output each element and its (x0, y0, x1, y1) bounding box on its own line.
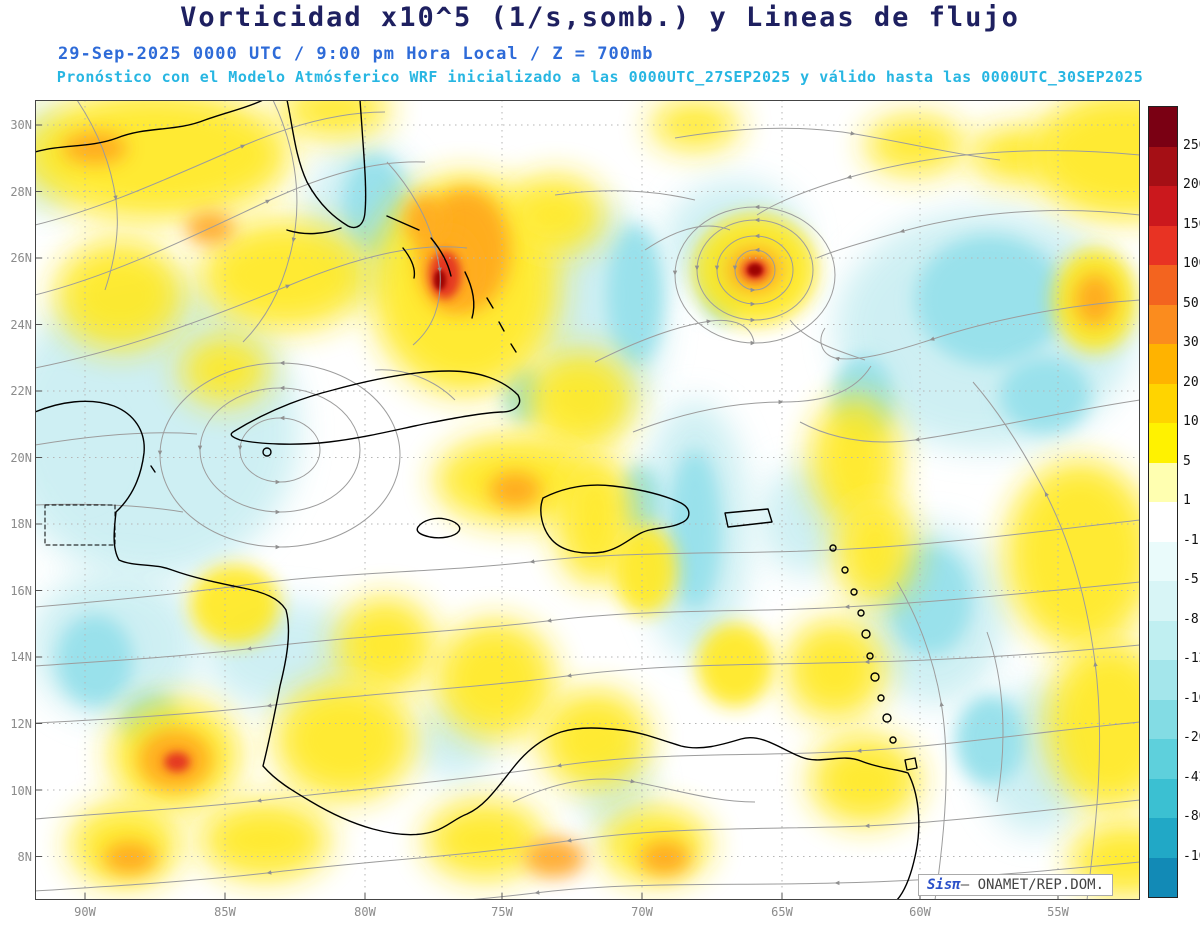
lon-label: 80W (354, 905, 376, 919)
caribbean-gyre-streamlines (157, 360, 401, 550)
colorbar-segment (1149, 502, 1177, 542)
lat-label: 26N (10, 251, 32, 265)
lon-label: 60W (909, 905, 931, 919)
colorbar-segment (1149, 186, 1177, 226)
colorbar-label: 1 (1183, 493, 1191, 508)
cozumel (150, 465, 156, 473)
attribution-box: Sisπ– ONAMET/REP.DOM. (918, 874, 1114, 896)
colorbar-segment (1149, 344, 1177, 384)
subtitle-datetime: 29-Sep-2025 0000 UTC / 9:00 pm Hora Loca… (58, 44, 654, 64)
colorbar-segment (1149, 620, 1177, 660)
colorbar-label: 150 (1183, 216, 1200, 232)
colorbar-segment (1149, 462, 1177, 502)
lon-label: 75W (491, 905, 513, 919)
florida-keys (286, 227, 342, 235)
yucatan-central-america-south-america (34, 400, 920, 901)
colorbar-label: 10 (1183, 414, 1199, 429)
colorbar-label: 250 (1183, 137, 1200, 153)
lat-label: 28N (10, 185, 32, 199)
colorbar-label: -80 (1183, 809, 1200, 824)
lon-label: 55W (1047, 905, 1069, 919)
lon-label: 65W (771, 905, 793, 919)
gulf-coast (34, 99, 264, 153)
hurricane-streamlines (644, 204, 866, 361)
colorbar-segment (1149, 541, 1177, 581)
colorbar-segment (1149, 857, 1177, 897)
lat-label: 14N (10, 650, 32, 664)
map-frame (35, 100, 1140, 900)
colorbar-label: 100 (1183, 256, 1200, 271)
lon-label: 70W (631, 905, 653, 919)
colorbar-label: -26 (1183, 730, 1200, 745)
jamaica (416, 517, 461, 539)
colorbar-segment (1149, 660, 1177, 700)
cuba (230, 370, 521, 445)
colorbar-label: -12 (1183, 651, 1200, 666)
florida (286, 99, 367, 229)
attribution-brand: Sisπ (927, 877, 961, 893)
colorbar-label: 200 (1183, 177, 1200, 192)
lesser-antilles (829, 544, 897, 744)
subtitle-model: Pronóstico con el Modelo Atmósferico WRF… (56, 68, 1144, 86)
colorbar-label: -42 (1183, 769, 1200, 785)
lat-label: 20N (10, 451, 32, 465)
isle-of-youth (262, 447, 272, 457)
colorbar-label: -5 (1183, 572, 1199, 587)
colorbar-segment (1149, 423, 1177, 463)
bahamas (386, 215, 517, 353)
colorbar-label: 20 (1183, 374, 1199, 390)
lon-label: 85W (214, 905, 236, 919)
streamlines-layer (34, 99, 1141, 927)
axis-ticks (35, 124, 1059, 900)
lon-label: 90W (74, 905, 96, 919)
lat-label: 22N (10, 384, 32, 398)
colorbar-segment (1149, 265, 1177, 305)
colorbar-segment (1149, 304, 1177, 344)
lat-label: 30N (10, 118, 32, 132)
trinidad (904, 757, 918, 771)
vorticity-map-svg (0, 82, 1200, 927)
colorbar-label: 30 (1183, 335, 1199, 350)
colorbar-segment (1149, 818, 1177, 858)
colorbar (1148, 106, 1178, 898)
colorbar-segment (1149, 107, 1177, 147)
attribution-text: – ONAMET/REP.DOM. (960, 877, 1105, 893)
colorbar-label: -160 (1183, 848, 1200, 864)
lat-label: 18N (10, 517, 32, 531)
colorbar-segment (1149, 699, 1177, 739)
colorbar-label: 50 (1183, 295, 1199, 311)
colorbar-segment (1149, 383, 1177, 423)
lat-label: 10N (10, 784, 32, 798)
colorbar-segment (1149, 739, 1177, 779)
coastlines-layer (34, 99, 920, 901)
colorbar-segment (1149, 778, 1177, 818)
lat-label: 16N (10, 584, 32, 598)
colorbar-label: 5 (1183, 453, 1191, 469)
page-title: Vorticidad x10^5 (1/s,somb.) y Lineas de… (180, 2, 1020, 33)
puerto-rico (724, 508, 773, 528)
lat-label: 12N (10, 717, 32, 731)
colorbar-label: -1 (1183, 532, 1199, 548)
colorbar-segment (1149, 581, 1177, 621)
colorbar-segment (1149, 225, 1177, 265)
colorbar-segment (1149, 146, 1177, 186)
colorbar-label: -8 (1183, 611, 1199, 627)
border-guatemala (44, 504, 116, 546)
hispaniola (540, 484, 690, 554)
lat-label: 24N (10, 318, 32, 332)
lat-label: 8N (17, 850, 32, 864)
colorbar-label: -16 (1183, 690, 1200, 706)
map-canvas (0, 82, 1200, 927)
